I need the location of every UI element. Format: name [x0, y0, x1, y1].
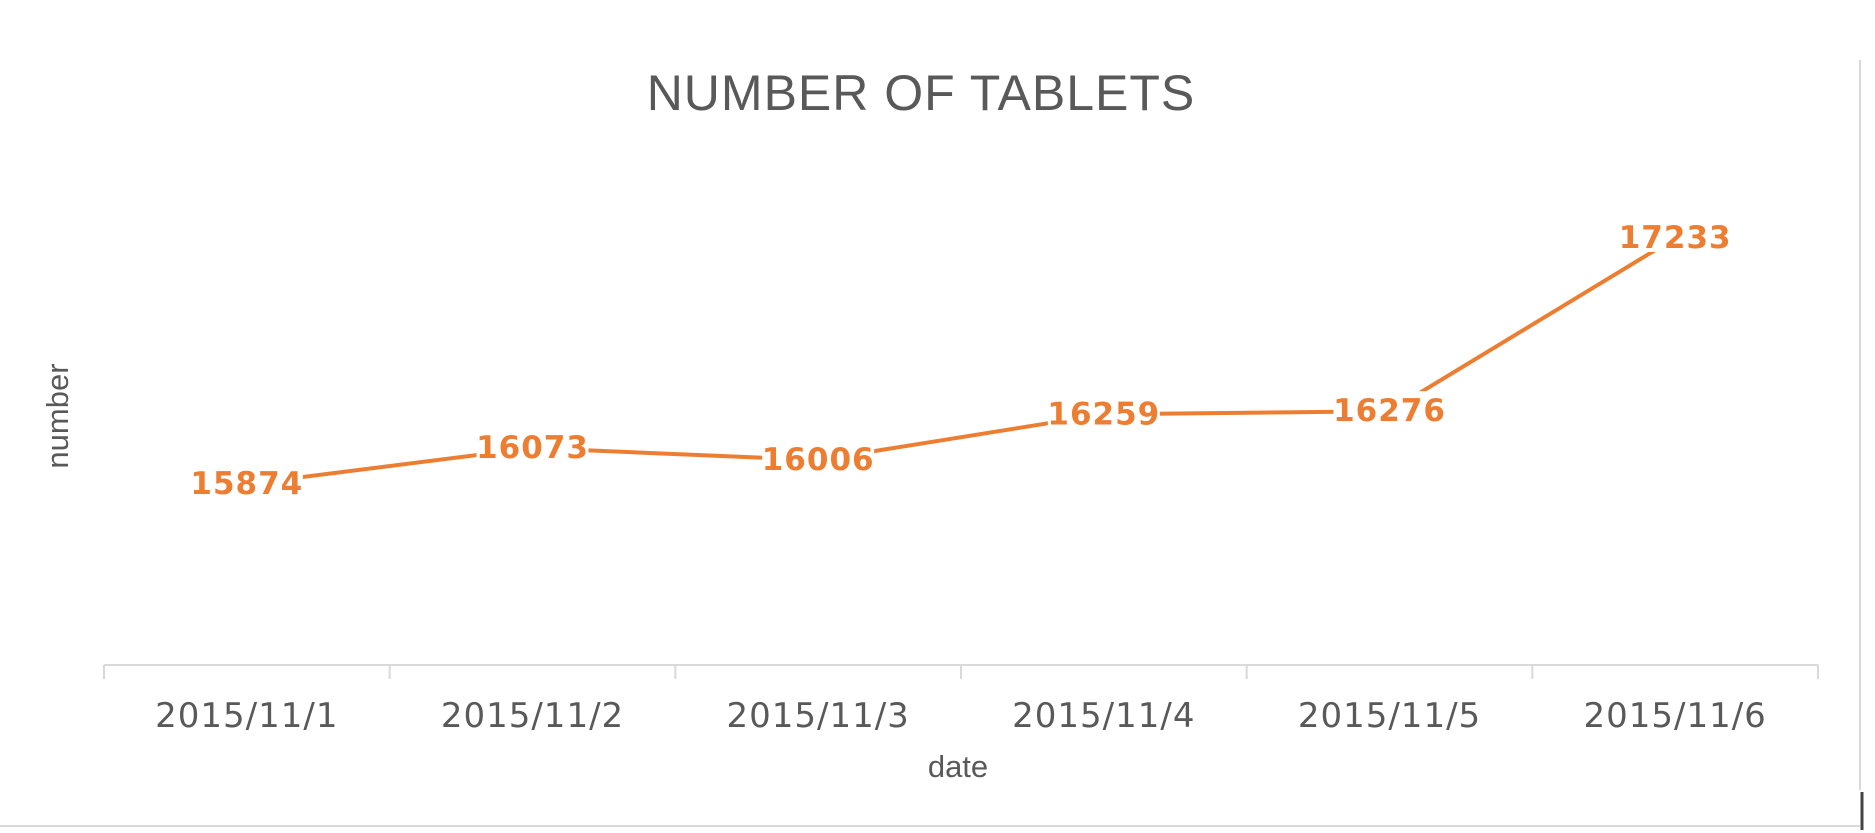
data-label-text: 16073: [476, 430, 589, 466]
data-label-background: [190, 464, 303, 498]
x-axis: 2015/11/1 2015/11/2 2015/11/3 2015/11/4 2015…: [103, 664, 1819, 736]
data-label-text: 16006: [762, 442, 875, 478]
data-label: 16006: [762, 440, 875, 478]
data-label-text: 17233: [1619, 220, 1732, 256]
chart-title: NUMBER OF TABLETS: [647, 65, 1196, 121]
y-axis-title: number: [40, 363, 75, 468]
data-label-background: [1333, 391, 1446, 426]
data-label-background: [762, 440, 875, 475]
data-label-text: 16276: [1333, 393, 1446, 429]
series-layer: [244, 236, 1678, 486]
x-tick-label: 2015/11/5: [1298, 696, 1481, 736]
data-label: 15874: [190, 464, 303, 502]
x-tick-label: 2015/11/2: [441, 696, 624, 736]
data-label-layer: 15874 16073 16006 16259 16276 17233: [190, 218, 1732, 502]
x-tick-label: 2015/11/1: [155, 696, 338, 736]
x-tick-label: 2015/11/3: [726, 696, 909, 736]
data-label-text: 15874: [190, 466, 303, 502]
data-label: 16259: [1047, 394, 1160, 432]
x-tick-label: 2015/11/4: [1012, 696, 1195, 736]
x-axis-title: date: [928, 749, 988, 784]
data-label: 17233: [1619, 218, 1732, 256]
data-label: 16276: [1333, 391, 1446, 429]
data-label: 16073: [476, 427, 589, 466]
data-label-background: [476, 427, 589, 462]
series-line: [244, 236, 1678, 486]
data-label-background: [1047, 394, 1160, 429]
data-label-background: [1619, 218, 1732, 252]
data-label-text: 16259: [1047, 396, 1160, 432]
x-tick-label: 2015/11/6: [1583, 696, 1766, 736]
